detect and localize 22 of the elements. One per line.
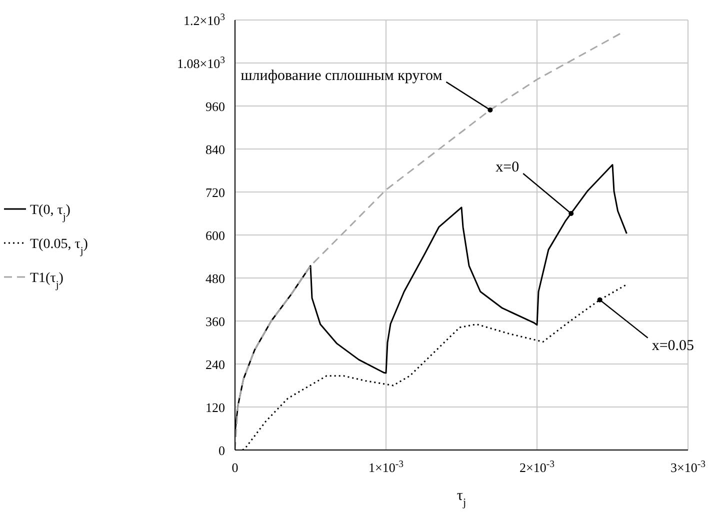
y-tick-label: 1.08×10$^{3}$ xyxy=(177,54,226,71)
annotation: x=0 xyxy=(496,160,520,176)
y-tick-label: 240 xyxy=(206,357,225,372)
y-tick-label: 0 xyxy=(218,443,225,458)
y-tick-label: 120 xyxy=(206,400,225,415)
x-tick-label: 0 xyxy=(232,460,238,475)
legend-label: T1(τ$_{j}$) xyxy=(30,271,64,290)
x-tick-label: 2×10$^{-3}$ xyxy=(520,458,555,475)
annotation: x=0.05 xyxy=(652,338,694,354)
y-tick-label: 960 xyxy=(206,99,225,114)
x-tick-label: 3×10$^{-3}$ xyxy=(670,458,706,475)
y-tick-label: 360 xyxy=(206,314,225,329)
y-tick-label: 1.2×10$^{3}$ xyxy=(184,12,226,28)
x-axis-title: τ$_{j}$ xyxy=(456,488,466,509)
x-tick-label: 1×10$^{-3}$ xyxy=(368,458,404,475)
y-tick-label: 480 xyxy=(206,271,225,286)
legend-label: T(0.05, τ$_{j}$) xyxy=(30,237,88,256)
y-tick-label: 600 xyxy=(206,228,225,243)
y-tick-label: 720 xyxy=(206,185,225,200)
y-tick-label: 840 xyxy=(206,142,225,157)
annotation: шлифование сплошным кругом xyxy=(240,68,443,84)
legend-label: T(0, τ$_{j}$) xyxy=(30,203,71,222)
